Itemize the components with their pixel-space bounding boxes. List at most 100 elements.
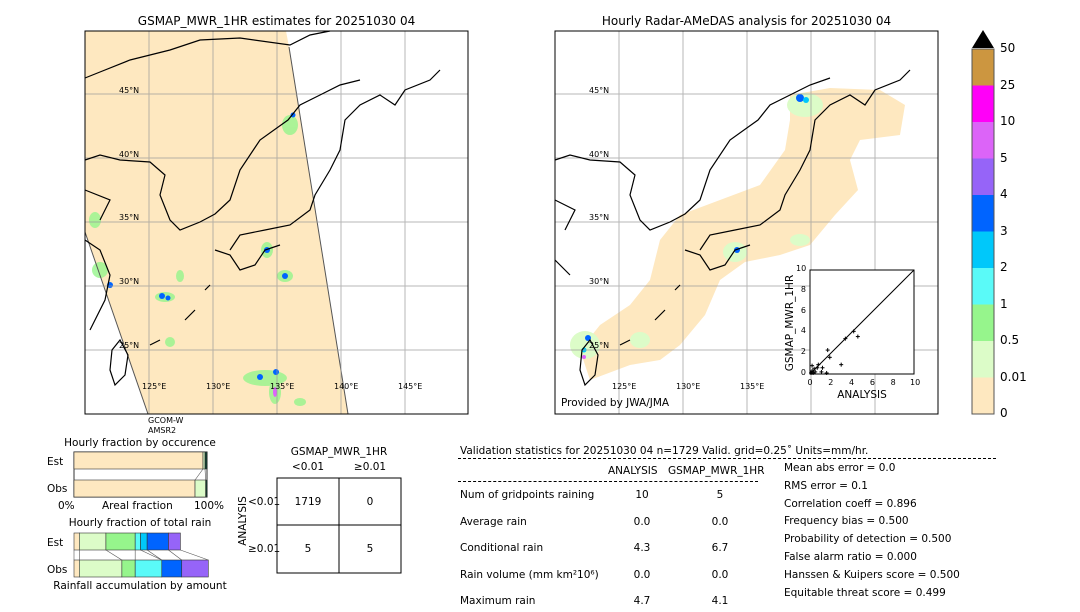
row-header: <0.01 [248, 496, 281, 508]
scatter-point [813, 369, 818, 374]
x-tick: 10 [910, 378, 921, 387]
scatter-point [811, 370, 816, 375]
score-line: Probability of detection = 0.500 [784, 533, 952, 546]
x-tick: 8 [890, 378, 896, 387]
stats-analysis-value: 0.0 [633, 515, 651, 528]
stats-col-header: ANALYSIS [608, 465, 658, 477]
stats-gsmap-value: 5 [716, 489, 724, 501]
col-header: <0.01 [291, 461, 325, 473]
colorbar-segment [972, 158, 994, 195]
scatter-point [851, 329, 856, 334]
fraction-bar-segment [168, 532, 181, 551]
coastlines [84, 30, 441, 387]
colorbar-segment [972, 341, 994, 378]
scatter-point [825, 348, 830, 353]
scatter-point [843, 336, 848, 341]
scatter-point [827, 355, 832, 360]
colorbar-segment [972, 195, 994, 232]
fraction-bars [73, 451, 209, 578]
right-map-title: Hourly Radar-AMeDAS analysis for 2025103… [601, 14, 892, 28]
stats-row-label: Average rain [460, 515, 527, 528]
lon-label: 130°E [676, 382, 701, 391]
colorbar-tick: 25 [1000, 77, 1016, 92]
y-tick: 10 [796, 264, 807, 273]
cell: 5 [304, 543, 312, 555]
scatter-point [815, 365, 820, 370]
fraction-bar-segment [79, 532, 107, 551]
lat-label: 25°N [119, 341, 140, 350]
stats-gsmap-value: 0.0 [711, 515, 729, 528]
lat-label: 30°N [589, 277, 610, 286]
stats-row-label: Rain volume (mm km²10⁶) [460, 568, 599, 581]
lat-label: 45°N [589, 86, 610, 95]
colorbar-segment [972, 377, 994, 414]
colorbar-tick: 1 [1000, 296, 1008, 311]
fraction-bar-segment [205, 479, 208, 498]
lat-label: 40°N [119, 150, 140, 159]
colorbar-segment [972, 231, 994, 268]
lon-label: 135°E [270, 382, 295, 391]
colorbar-tick: 0.01 [1000, 369, 1027, 384]
left-map [84, 30, 469, 415]
fraction-bar-segment [134, 559, 163, 578]
scatter-point [855, 334, 860, 339]
colorbar-tick: 2 [1000, 260, 1008, 274]
colorbar-tick: 50 [1000, 41, 1016, 55]
y-tick: 6 [800, 305, 806, 315]
left-map-title: GSMAP_MWR_1HR estimates for 20251030 04 [137, 14, 416, 28]
colorbar-tick: 3 [1000, 223, 1008, 238]
scatter-point [812, 366, 817, 371]
fraction-bar-segment [134, 532, 141, 551]
cell: 1719 [294, 496, 322, 508]
colorbar-tick: 0.5 [1000, 333, 1020, 347]
x-tick: 0 [807, 378, 813, 387]
lat-label: 25°N [589, 341, 610, 350]
score-line: Hanssen & Kuipers score = 0.500 [784, 568, 960, 581]
lat-label: 35°N [119, 213, 140, 222]
sensor-label: AMSR2 [148, 426, 177, 435]
scatter-point [810, 368, 815, 373]
scatter-ylabel: GSMAP_MWR_1HR [784, 274, 796, 372]
stats-gsmap-value: 0.0 [711, 568, 729, 581]
scatter-point [824, 370, 829, 375]
contingency-title: GSMAP_MWR_1HR [290, 446, 388, 458]
x-tick: 6 [869, 378, 875, 387]
lon-label: 145°E [398, 382, 423, 391]
est-label: Est [47, 456, 64, 468]
colorbar-tick: 10 [1000, 114, 1016, 128]
y-tick: 4 [800, 326, 806, 336]
colorbar-tick: 4 [1000, 187, 1008, 201]
stats-analysis-value: 4.7 [633, 595, 651, 607]
row-header: ≥0.01 [248, 543, 281, 555]
colorbar-tick: 0 [1000, 406, 1008, 420]
scatter-point [820, 365, 825, 370]
occurrence-xlabel: Areal fraction [102, 500, 173, 512]
tick-0: 0% [58, 500, 75, 512]
colorbar-segment [972, 268, 994, 305]
fraction-bar-segment [121, 559, 136, 578]
fraction-bar-segment [140, 532, 148, 551]
y-tick: 8 [800, 284, 806, 294]
est-label: Est [47, 537, 64, 549]
scatter-point [810, 363, 815, 368]
x-tick: 2 [828, 378, 834, 387]
lon-label: 135°E [740, 382, 765, 391]
score-line: Mean abs error = 0.0 [784, 462, 896, 474]
fraction-bar-segment [73, 451, 204, 470]
fraction-bar-segment [73, 559, 80, 578]
y-tick: 2 [800, 347, 806, 357]
satellite-label: GCOM-W [148, 416, 184, 425]
stats-row-label: Maximum rain [460, 595, 536, 607]
fraction-bar-segment [161, 559, 183, 578]
stats-gsmap-value: 6.7 [711, 542, 729, 554]
lat-label: 30°N [119, 277, 140, 286]
colorbar-extend-arrow [972, 30, 994, 48]
cell: 5 [366, 543, 374, 555]
scatter-point [839, 362, 844, 367]
fraction-bar-segment [73, 532, 80, 551]
scatter-plot [809, 269, 915, 375]
contingency-table-grid [276, 477, 402, 574]
colorbar-tick: 5 [1000, 150, 1008, 165]
lon-label: 125°E [612, 382, 637, 391]
